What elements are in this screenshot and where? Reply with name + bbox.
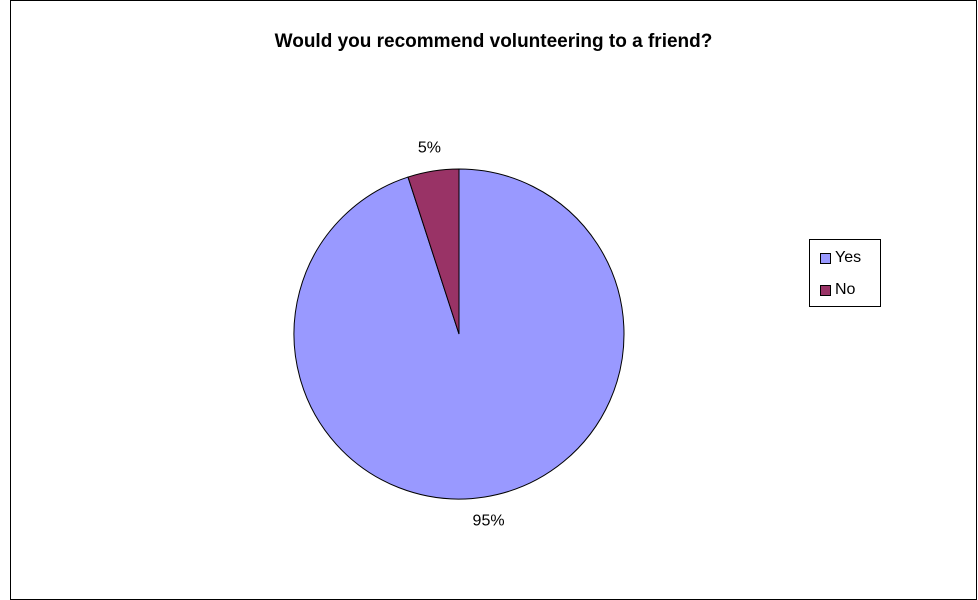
legend-item-no: No [820,280,855,300]
legend-swatch-yes [820,252,831,264]
legend-label-yes: Yes [835,249,862,266]
chart-title: Would you recommend volunteering to a fr… [274,31,713,52]
data-label-no: 5% [418,139,441,156]
legend-item-yes: Yes [820,248,861,268]
legend: Yes No [809,239,881,307]
legend-label-no: No [835,281,856,298]
legend-swatch-no [820,284,831,296]
data-label-yes: 95% [473,513,505,530]
pie-slice-no [407,168,460,335]
